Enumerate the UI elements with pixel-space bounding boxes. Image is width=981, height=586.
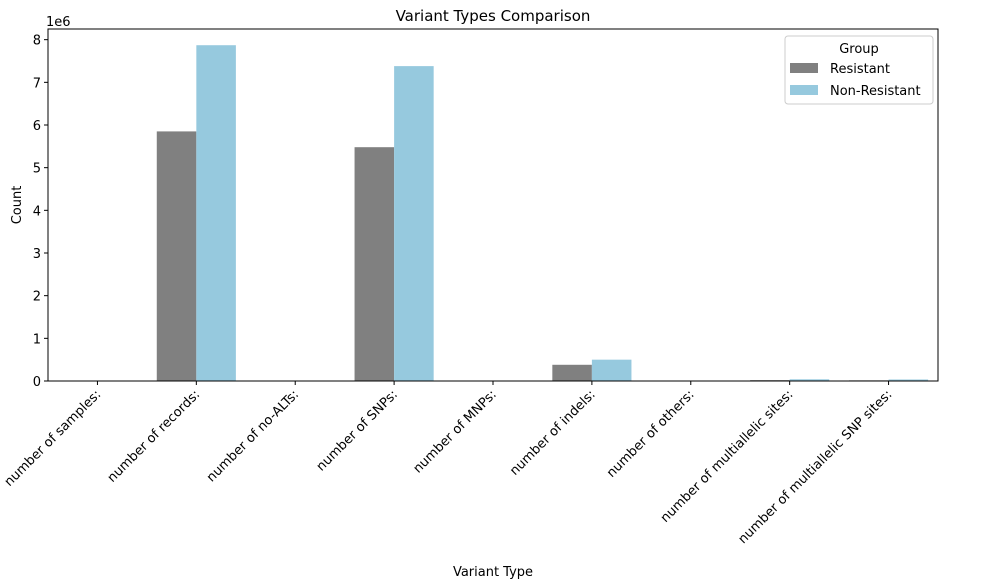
y-tick-label: 4: [33, 204, 41, 219]
x-axis-ticks: number of samples: number of records: numb…: [2, 381, 896, 547]
legend-swatch-non-resistant: [790, 85, 818, 95]
bar-resistant-5: [552, 364, 592, 381]
bar-resistant-3: [354, 147, 395, 381]
x-axis-label: Variant Type: [453, 565, 533, 580]
y-tick-label: 0: [33, 375, 41, 390]
x-tick-label: number of SNPs:: [314, 387, 401, 474]
bar-resistant-1: [156, 131, 197, 381]
bars: [156, 45, 929, 382]
legend-swatch-resistant: [790, 63, 818, 73]
y-tick-label: 2: [33, 290, 41, 305]
y-tick-label: 7: [33, 76, 41, 91]
x-tick-label: number of others:: [604, 387, 698, 481]
y-axis-label: Count: [10, 186, 25, 225]
y-offset-label: 1e6: [46, 15, 71, 30]
bar-non-resistant-7: [789, 379, 830, 381]
bar-non-resistant-8: [888, 379, 929, 381]
bar-non-resistant-3: [394, 66, 434, 382]
x-tick-label: number of indels:: [507, 387, 599, 479]
x-tick-label: number of multiallelic SNP sites:: [736, 387, 896, 547]
bar-non-resistant-1: [196, 45, 236, 382]
x-tick-label: number of no-ALTs:: [204, 387, 302, 485]
chart-title: Variant Types Comparison: [396, 7, 591, 25]
legend-title: Group: [839, 42, 879, 57]
y-tick-label: 3: [33, 247, 41, 262]
legend-label-non-resistant: Non-Resistant: [830, 84, 921, 99]
legend-frame: [784, 35, 934, 105]
bar-non-resistant-5: [591, 359, 632, 381]
y-tick-label: 5: [33, 162, 41, 177]
x-tick-label: number of samples:: [2, 387, 104, 489]
legend: Group Resistant Non-Resistant: [784, 35, 934, 105]
y-tick-label: 8: [33, 34, 41, 49]
x-tick-label: number of MNPs:: [411, 387, 500, 476]
x-tick-label: number of records:: [105, 387, 203, 485]
y-tick-label: 1: [33, 332, 41, 347]
legend-label-resistant: Resistant: [830, 62, 890, 77]
y-axis-ticks: 0 1 2 3 4 5 6 7 8: [33, 34, 48, 390]
y-tick-label: 6: [33, 119, 41, 134]
